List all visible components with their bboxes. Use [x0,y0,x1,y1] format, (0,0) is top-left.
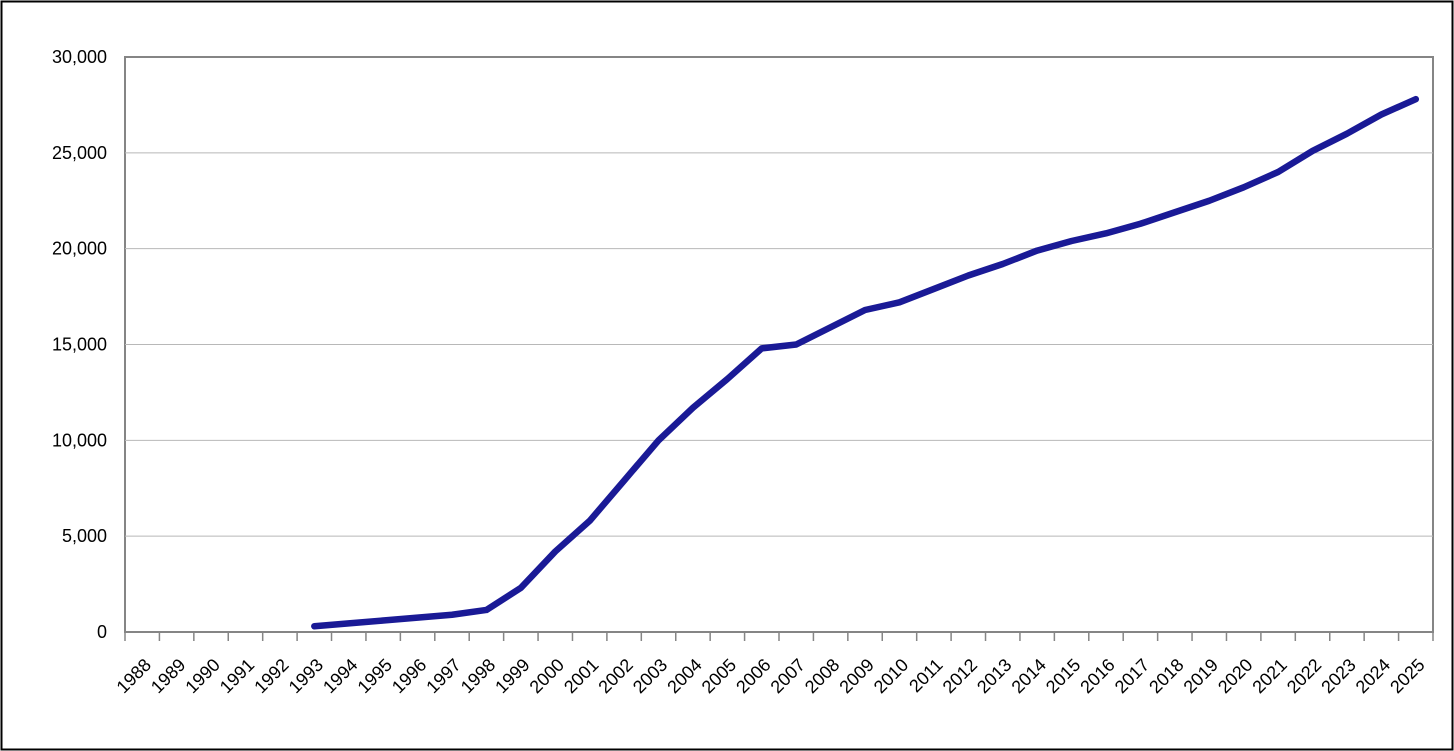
x-axis-label: 2015 [1042,655,1084,697]
x-axis-label: 2008 [801,655,843,697]
data-line-series [311,95,1420,630]
y-axis-label: 10,000 [52,430,107,450]
x-axis-label: 2004 [663,655,705,697]
x-axis-label: 2011 [905,655,947,697]
x-axis-label: 2007 [767,655,809,697]
x-axis-label: 1993 [285,655,327,697]
x-axis-label: 2016 [1076,655,1118,697]
x-axis-label: 1990 [181,655,223,697]
x-axis-ticks [124,632,1434,641]
x-axis-label: 1996 [388,655,430,697]
x-axis-label: 2002 [594,655,636,697]
x-axis-label: 2017 [1111,655,1153,697]
x-axis-label: 2021 [1248,655,1290,697]
x-axis-label: 1998 [457,655,499,697]
x-axis-label: 1997 [422,655,464,697]
y-axis-label: 20,000 [52,239,107,259]
x-axis-label: 2000 [526,655,568,697]
y-axis-label: 0 [97,622,107,642]
x-axis-label: 2025 [1386,655,1428,697]
x-axis-label: 2010 [870,655,912,697]
x-axis-label: 1991 [216,655,258,697]
x-axis-label: 1989 [147,655,189,697]
x-axis-label: 2014 [1008,655,1050,697]
x-axis-label: 1988 [113,655,155,697]
x-axis-label: 2012 [939,655,981,697]
x-axis-label: 1995 [354,655,396,697]
data-line [311,95,1420,630]
x-axis-label: 2020 [1214,655,1256,697]
x-axis-label: 2024 [1352,655,1394,697]
x-axis-label: 2022 [1283,655,1325,697]
x-axis-label: 2023 [1317,655,1359,697]
x-axis-label: 1999 [491,655,533,697]
x-axis-label: 1994 [319,655,361,697]
x-axis-label: 2013 [973,655,1015,697]
x-axis-label: 2018 [1145,655,1187,697]
x-axis-label: 2005 [698,655,740,697]
y-axis-label: 5,000 [62,526,107,546]
y-axis-label: 25,000 [52,143,107,163]
x-axis-label: 2003 [629,655,671,697]
x-axis-label: 2006 [732,655,774,697]
x-axis-label: 2009 [835,655,877,697]
x-axis-labels: 1988198919901991199219931994199519961997… [113,655,1429,697]
x-axis-label: 2001 [560,655,602,697]
y-axis-label: 30,000 [52,47,107,67]
y-axis-label: 15,000 [52,335,107,355]
x-axis-label: 1992 [250,655,292,697]
x-axis-label: 2019 [1180,655,1222,697]
y-axis-labels: 0 5,000 10,000 15,000 20,000 25,000 30,000 [52,47,107,642]
